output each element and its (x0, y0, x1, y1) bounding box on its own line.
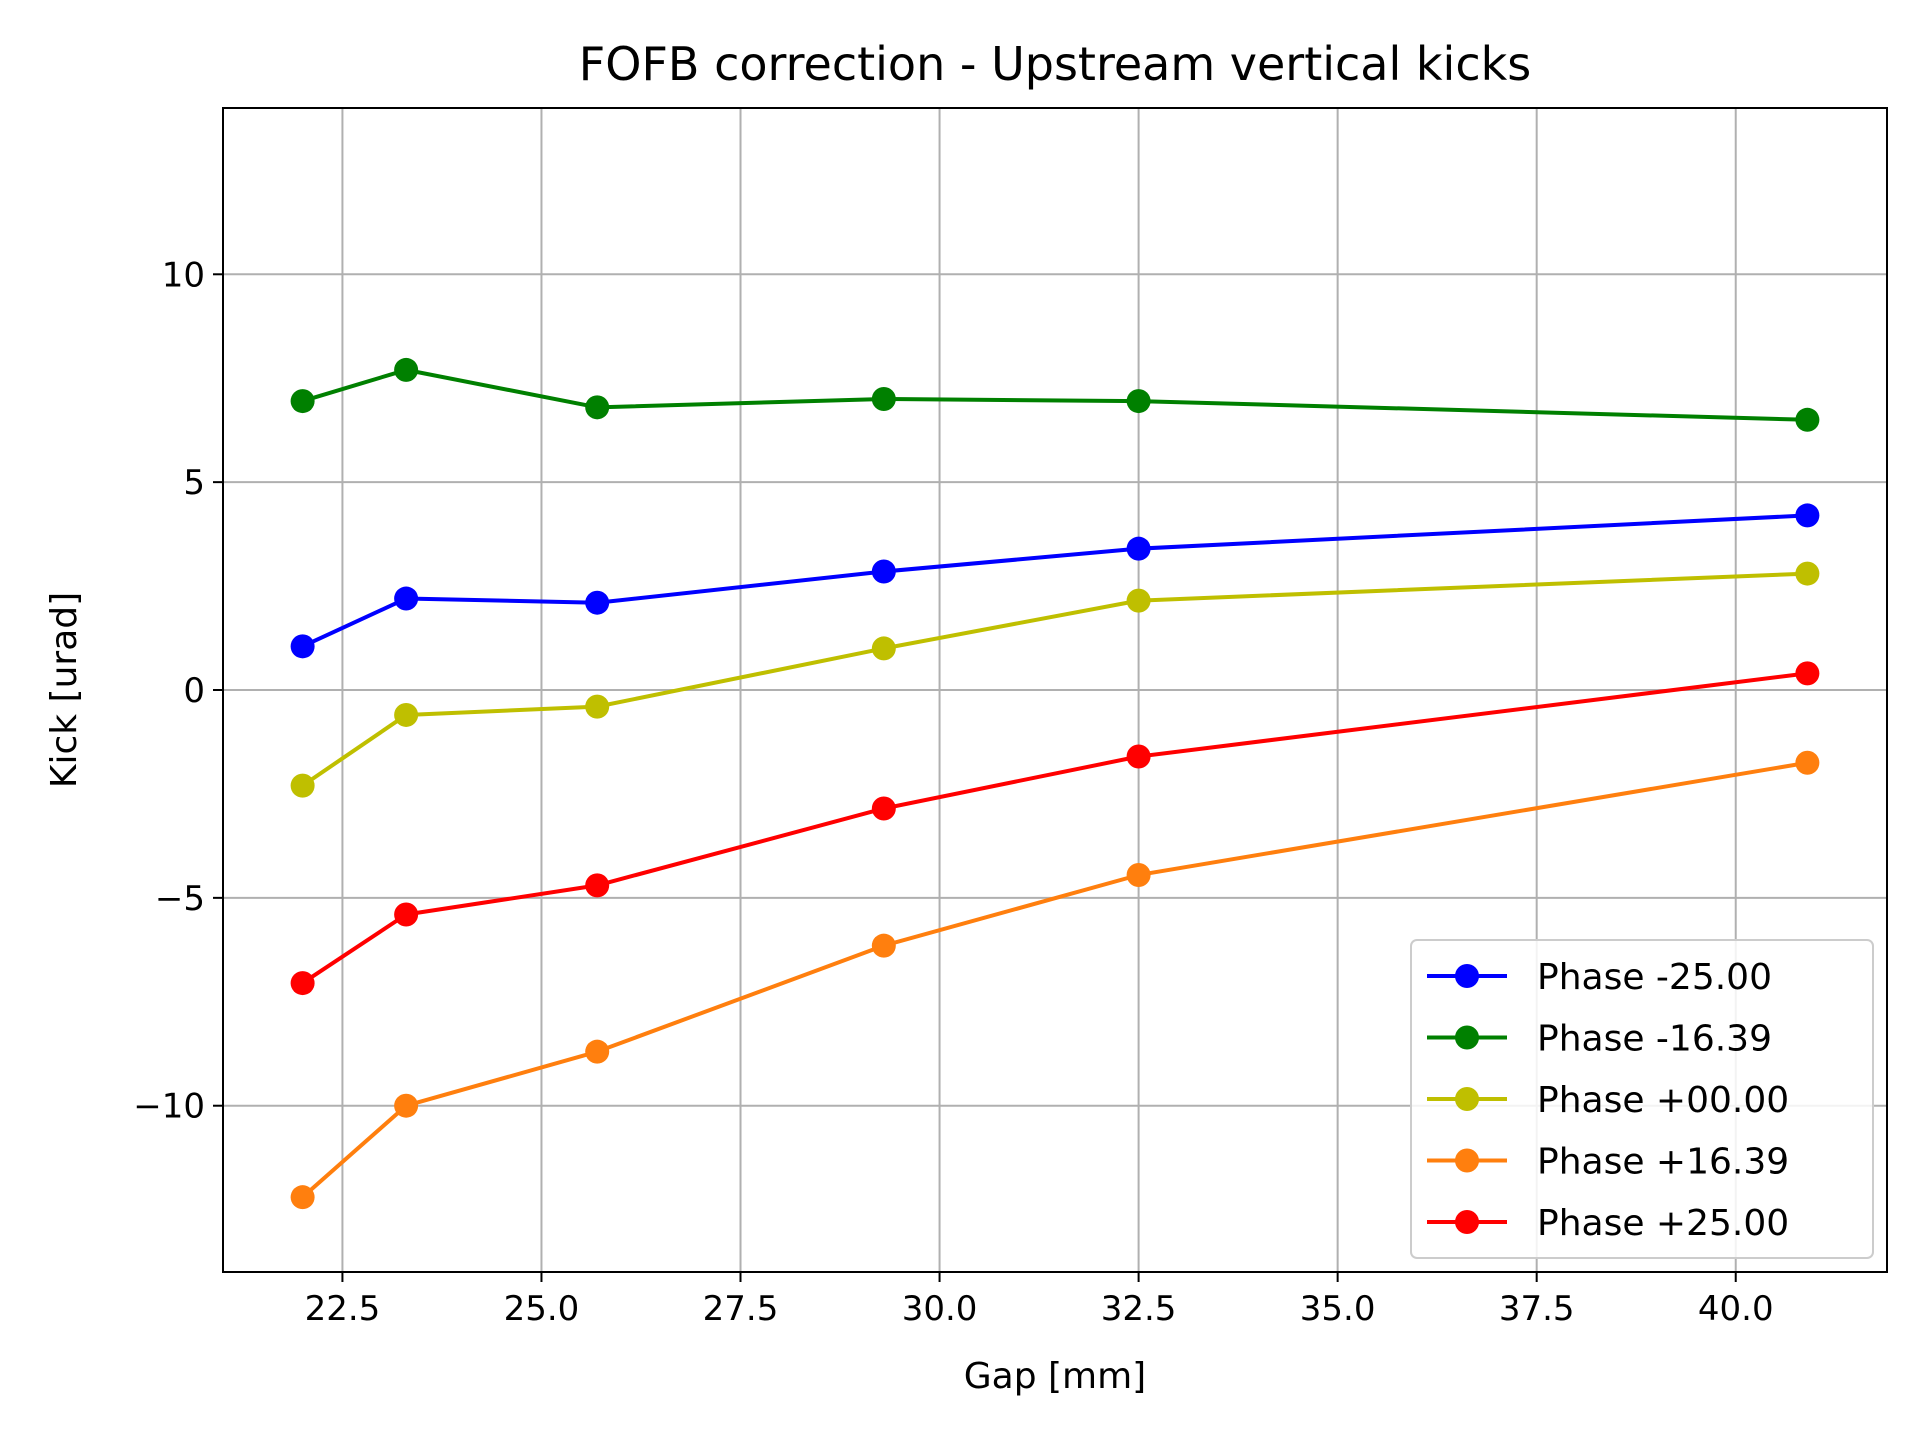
x-tick-label: 35.0 (1300, 1289, 1376, 1329)
legend-marker (1455, 1148, 1479, 1173)
x-tick-label: 27.5 (703, 1289, 779, 1329)
data-point (394, 357, 419, 382)
data-point (290, 1185, 315, 1210)
data-point (871, 387, 896, 411)
data-point (585, 1039, 610, 1064)
y-tick-label: 10 (162, 255, 205, 295)
data-point (871, 636, 896, 661)
legend-marker (1455, 964, 1479, 988)
series-line (302, 367, 1808, 422)
series-4 (290, 661, 1820, 996)
y-axis: −10 −5 0 5 10 (133, 255, 223, 1127)
data-point (1126, 389, 1151, 414)
y-tick-label: −10 (133, 1087, 205, 1127)
data-point (1795, 661, 1820, 686)
x-tick-label: 32.5 (1101, 1289, 1177, 1329)
y-tick-label: −5 (155, 879, 205, 919)
series-1 (290, 357, 1820, 432)
legend-entry: Phase +16.39 (1427, 1142, 1789, 1183)
y-axis-label: Kick [urad] (44, 592, 85, 788)
data-point (585, 694, 610, 719)
data-point (585, 873, 610, 898)
data-point (290, 634, 315, 659)
legend-entry: Phase +25.00 (1427, 1203, 1789, 1244)
y-tick-label: 5 (183, 463, 205, 503)
legend-marker (1455, 1210, 1479, 1234)
data-point (394, 902, 419, 927)
x-tick-label: 30.0 (902, 1289, 978, 1329)
series-2 (290, 561, 1820, 798)
data-point (871, 796, 896, 821)
data-point (1126, 588, 1151, 613)
data-point (1126, 862, 1151, 887)
chart-title: FOFB correction - Upstream vertical kick… (579, 37, 1531, 91)
series-line (301, 571, 1808, 788)
data-point (871, 559, 896, 584)
data-point (1126, 744, 1151, 769)
x-axis: 22.5 25.0 27.5 30.0 32.5 35.0 37.5 40.0 (305, 1272, 1774, 1329)
data-point (1795, 503, 1820, 528)
data-point (394, 586, 419, 611)
y-tick-label: 0 (183, 671, 205, 711)
legend-entry: Phase -16.39 (1427, 1019, 1772, 1060)
legend-marker (1455, 1087, 1479, 1111)
series-layer (290, 357, 1820, 1210)
data-point (585, 395, 610, 420)
legend-marker (1455, 1025, 1479, 1050)
x-axis-label: Gap [mm] (964, 1356, 1146, 1397)
legend-entry: Phase +00.00 (1427, 1080, 1789, 1121)
data-point (290, 773, 315, 798)
legend-label: Phase -16.39 (1537, 1019, 1772, 1060)
data-point (1795, 750, 1820, 775)
data-point (394, 702, 419, 727)
series-line (301, 671, 1808, 985)
x-tick-label: 22.5 (305, 1289, 381, 1329)
legend-box (1410, 939, 1874, 1259)
series-0 (290, 503, 1820, 659)
legend-label: Phase +16.39 (1537, 1142, 1789, 1183)
x-tick-label: 37.5 (1499, 1289, 1575, 1329)
x-tick-label: 25.0 (504, 1289, 580, 1329)
legend-entry: Phase -25.00 (1427, 957, 1772, 998)
data-point (394, 1093, 419, 1118)
data-point (290, 389, 315, 414)
grid (223, 108, 1887, 1272)
data-point (871, 933, 896, 958)
data-point (1795, 407, 1820, 432)
legend-label: Phase +00.00 (1537, 1080, 1789, 1121)
data-point (1126, 536, 1151, 561)
series-line (301, 513, 1808, 649)
legend-label: Phase +25.00 (1537, 1203, 1789, 1244)
legend: Phase -25.00 Phase -16.39 Phase +00.00 Phas… (1410, 939, 1874, 1259)
series-line (301, 760, 1808, 1199)
x-tick-label: 40.0 (1698, 1289, 1774, 1329)
data-point (290, 971, 315, 996)
data-point (1795, 561, 1820, 586)
legend-label: Phase -25.00 (1537, 957, 1772, 998)
series-3 (290, 750, 1820, 1210)
data-point (585, 590, 610, 615)
